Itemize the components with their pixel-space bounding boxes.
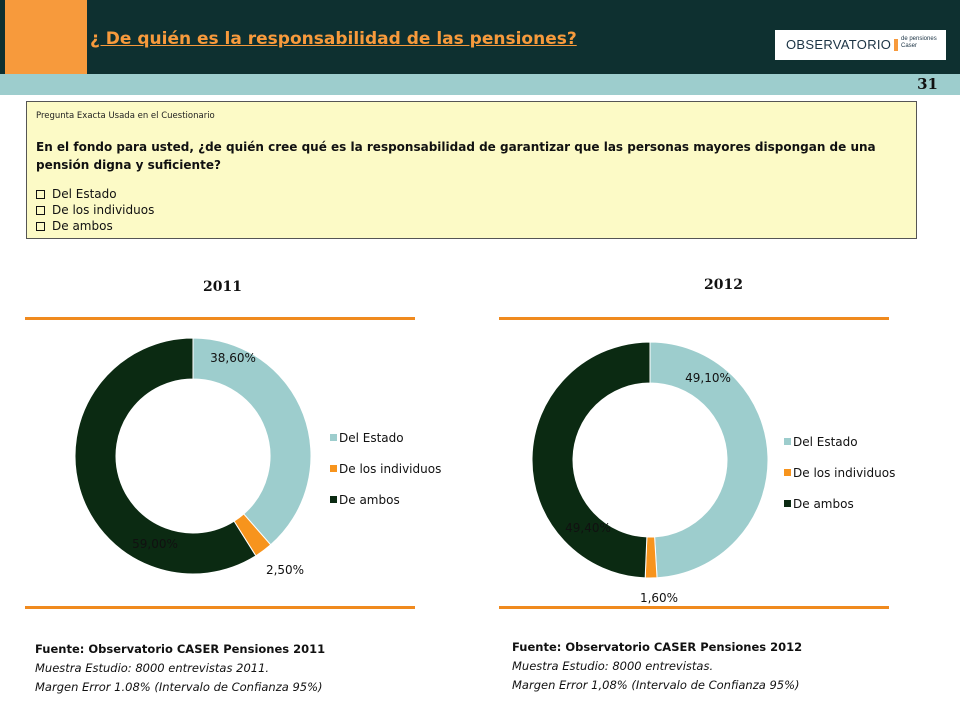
option-de-los-individuos: De los individuos bbox=[36, 202, 154, 218]
legend-swatch-2012-ambos bbox=[784, 500, 791, 507]
data-label-2011-estado: 38,60% bbox=[210, 351, 256, 365]
source-2012-margin: Margen Error 1,08% (Intervalo de Confian… bbox=[512, 678, 800, 692]
slice-2011-individuos bbox=[233, 513, 272, 557]
chart-2011-bottom-rule bbox=[25, 606, 415, 609]
legend-label-2011-ambos: De ambos bbox=[339, 493, 400, 507]
source-2012: Fuente: Observatorio CASER Pensiones 201… bbox=[512, 638, 802, 695]
data-label-2012-estado: 49,10% bbox=[685, 371, 731, 385]
observatorio-logo: OBSERVATORIO de pensiones Caser bbox=[775, 30, 946, 60]
source-2012-title: Fuente: Observatorio CASER Pensiones 201… bbox=[512, 640, 803, 654]
legend-swatch-2011-individuos bbox=[330, 465, 337, 472]
legend-label-2012-estado: Del Estado bbox=[793, 435, 858, 449]
slice-2011-estado bbox=[192, 337, 312, 546]
header-band bbox=[0, 74, 960, 95]
data-label-2011-individuos: 2,50% bbox=[266, 563, 304, 577]
source-2011-title: Fuente: Observatorio CASER Pensiones 201… bbox=[35, 642, 326, 656]
slice-2012-estado bbox=[649, 341, 769, 579]
chart-2012-top-rule bbox=[499, 317, 889, 320]
chart-2012-bottom-rule bbox=[499, 606, 889, 609]
slice-2012-ambos bbox=[531, 341, 651, 579]
source-2011: Fuente: Observatorio CASER Pensiones 201… bbox=[35, 640, 325, 697]
legend-label-2012-individuos: De los individuos bbox=[793, 466, 895, 480]
legend-swatch-2012-estado bbox=[784, 438, 791, 445]
data-label-2012-individuos: 1,60% bbox=[640, 591, 678, 605]
legend-swatch-2012-individuos bbox=[784, 469, 791, 476]
header-accent-block bbox=[5, 0, 87, 74]
data-label-2012-ambos: 49,40% bbox=[565, 521, 611, 535]
legend-label-2011-individuos: De los individuos bbox=[339, 462, 441, 476]
source-2011-sample: Muestra Estudio: 8000 entrevistas 2011. bbox=[35, 661, 270, 675]
header-bar: ¿ De quién es la responsabilidad de las … bbox=[0, 0, 960, 74]
option-de-ambos: De ambos bbox=[36, 218, 154, 234]
legend-label-2011-estado: Del Estado bbox=[339, 431, 404, 445]
question-label: Pregunta Exacta Usada en el Cuestionario bbox=[36, 111, 215, 121]
legend-swatch-2011-ambos bbox=[330, 496, 337, 503]
checkbox-icon bbox=[36, 205, 45, 215]
chart-2011-title: 2011 bbox=[203, 279, 242, 295]
option-del-estado: Del Estado bbox=[36, 186, 154, 202]
page-title: ¿ De quién es la responsabilidad de las … bbox=[90, 29, 577, 49]
question-text: En el fondo para usted, ¿de quién cree q… bbox=[36, 140, 876, 172]
chart-2011-top-rule bbox=[25, 317, 415, 320]
legend-label-2012-ambos: De ambos bbox=[793, 497, 854, 511]
logo-main-text: OBSERVATORIO bbox=[786, 37, 892, 52]
slice-2011-ambos bbox=[74, 337, 257, 575]
data-label-2011-ambos: 59,00% bbox=[132, 537, 178, 551]
logo-sub-text: de pensiones Caser bbox=[901, 36, 937, 49]
source-2011-margin: Margen Error 1.08% (Intervalo de Confian… bbox=[35, 680, 323, 694]
logo-mark bbox=[894, 39, 898, 51]
legend-swatch-2011-estado bbox=[330, 434, 337, 441]
source-2012-sample: Muestra Estudio: 8000 entrevistas. bbox=[512, 659, 714, 673]
question-options: Del Estado De los individuos De ambos bbox=[36, 186, 154, 234]
question-box: Pregunta Exacta Usada en el Cuestionario… bbox=[26, 101, 917, 239]
checkbox-icon bbox=[36, 189, 45, 199]
slice-2012-individuos bbox=[644, 536, 658, 579]
chart-2012-title: 2012 bbox=[704, 277, 743, 293]
page-number: 31 bbox=[917, 75, 938, 93]
checkbox-icon bbox=[36, 221, 45, 231]
